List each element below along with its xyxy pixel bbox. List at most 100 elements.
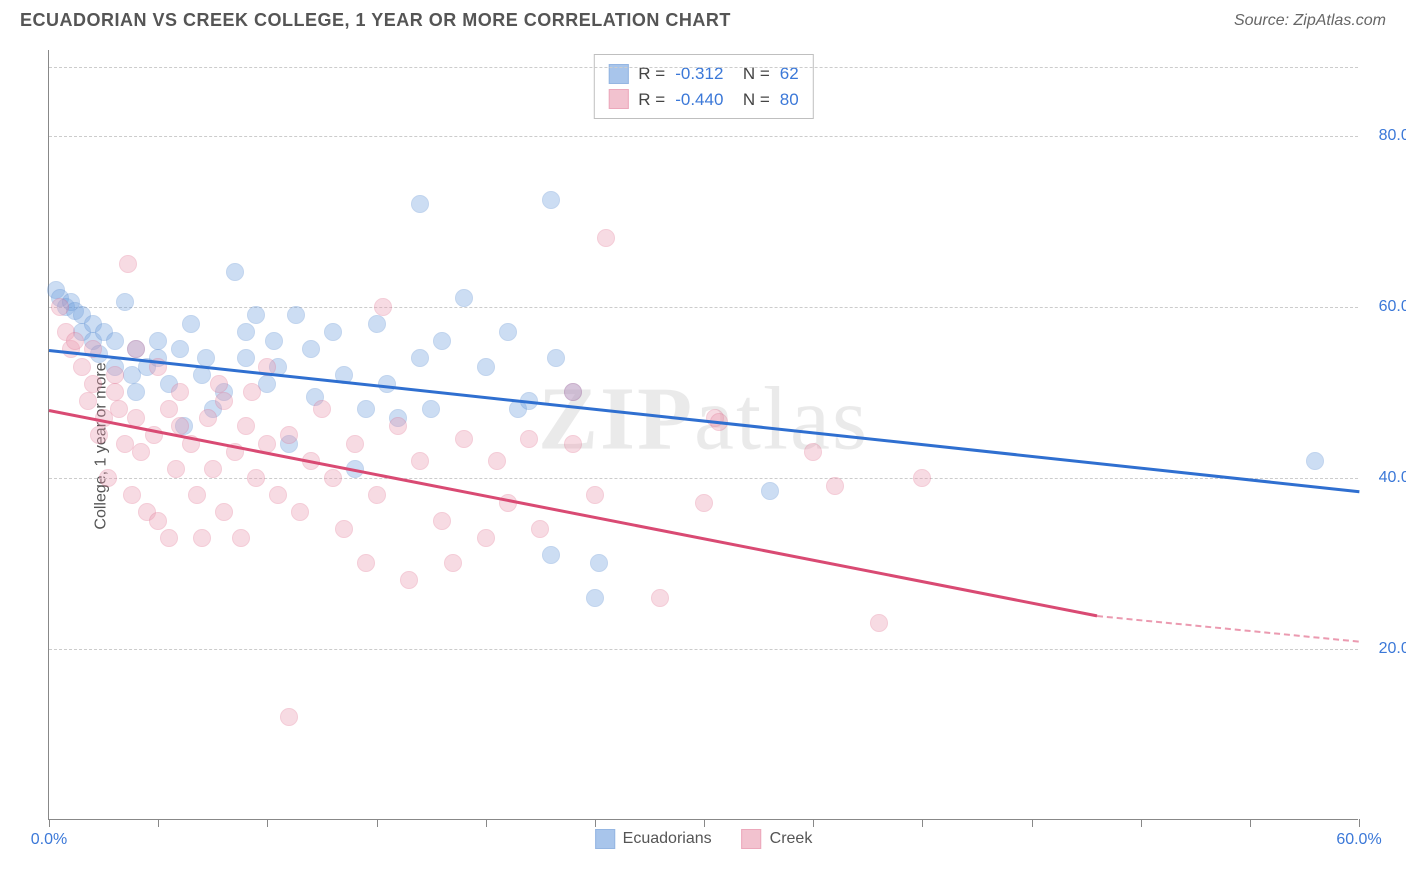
gridline xyxy=(49,649,1358,650)
scatter-point-creek xyxy=(280,426,298,444)
chart-plot-area: ZIPatlas R = -0.312 N = 62 R = -0.440 N … xyxy=(48,50,1358,820)
y-tick-label: 60.0% xyxy=(1379,298,1406,316)
scatter-point-creek xyxy=(127,340,145,358)
scatter-point-ecuadorians xyxy=(149,332,167,350)
scatter-point-ecuadorians xyxy=(411,349,429,367)
scatter-point-creek xyxy=(110,400,128,418)
scatter-point-creek xyxy=(324,469,342,487)
scatter-point-creek xyxy=(586,486,604,504)
scatter-point-creek xyxy=(520,430,538,448)
y-tick-label: 20.0% xyxy=(1379,640,1406,658)
scatter-point-ecuadorians xyxy=(237,349,255,367)
scatter-point-ecuadorians xyxy=(455,289,473,307)
scatter-point-creek xyxy=(477,529,495,547)
x-tick xyxy=(813,819,814,827)
scatter-point-creek xyxy=(564,435,582,453)
source-label: Source: ZipAtlas.com xyxy=(1234,12,1386,30)
scatter-point-ecuadorians xyxy=(106,332,124,350)
scatter-point-creek xyxy=(167,460,185,478)
scatter-point-creek xyxy=(237,417,255,435)
swatch-creek xyxy=(608,89,628,109)
scatter-point-creek xyxy=(106,383,124,401)
gridline xyxy=(49,478,1358,479)
scatter-point-creek xyxy=(651,589,669,607)
scatter-point-ecuadorians xyxy=(247,306,265,324)
scatter-point-ecuadorians xyxy=(287,306,305,324)
scatter-point-ecuadorians xyxy=(193,366,211,384)
x-tick xyxy=(1141,819,1142,827)
scatter-point-creek xyxy=(204,460,222,478)
scatter-point-ecuadorians xyxy=(237,323,255,341)
scatter-point-creek xyxy=(199,409,217,427)
y-tick-label: 40.0% xyxy=(1379,469,1406,487)
scatter-point-creek xyxy=(357,554,375,572)
scatter-point-creek xyxy=(51,298,69,316)
scatter-point-creek xyxy=(374,298,392,316)
scatter-point-ecuadorians xyxy=(542,546,560,564)
stats-row-creek: R = -0.440 N = 80 xyxy=(608,87,798,113)
scatter-point-ecuadorians xyxy=(590,554,608,572)
scatter-point-creek xyxy=(247,469,265,487)
legend-label: Ecuadorians xyxy=(623,830,712,848)
scatter-point-ecuadorians xyxy=(182,315,200,333)
scatter-point-creek xyxy=(123,486,141,504)
legend-swatch-ecuadorians xyxy=(595,829,615,849)
scatter-point-ecuadorians xyxy=(547,349,565,367)
scatter-point-creek xyxy=(119,255,137,273)
scatter-point-ecuadorians xyxy=(324,323,342,341)
scatter-point-creek xyxy=(66,332,84,350)
scatter-point-creek xyxy=(210,375,228,393)
x-tick xyxy=(49,819,50,827)
scatter-point-ecuadorians xyxy=(542,191,560,209)
scatter-point-creek xyxy=(106,366,124,384)
x-tick-label: 60.0% xyxy=(1336,831,1381,849)
x-tick xyxy=(267,819,268,827)
scatter-point-creek xyxy=(597,229,615,247)
correlation-stats-box: R = -0.312 N = 62 R = -0.440 N = 80 xyxy=(593,54,813,119)
scatter-point-ecuadorians xyxy=(116,293,134,311)
scatter-point-creek xyxy=(346,435,364,453)
scatter-point-ecuadorians xyxy=(761,482,779,500)
stats-r-label: R = xyxy=(638,61,665,87)
scatter-point-creek xyxy=(160,529,178,547)
scatter-point-ecuadorians xyxy=(302,340,320,358)
stats-n-label: N = xyxy=(733,61,769,87)
bottom-legend: Ecuadorians Creek xyxy=(595,829,813,849)
x-tick xyxy=(1032,819,1033,827)
gridline xyxy=(49,307,1358,308)
legend-item-creek: Creek xyxy=(742,829,813,849)
scatter-point-ecuadorians xyxy=(258,375,276,393)
stats-n-value: 62 xyxy=(780,61,799,87)
scatter-point-creek xyxy=(132,443,150,461)
x-tick xyxy=(922,819,923,827)
scatter-point-creek xyxy=(455,430,473,448)
y-tick-label: 80.0% xyxy=(1379,127,1406,145)
x-tick xyxy=(377,819,378,827)
scatter-point-creek xyxy=(826,477,844,495)
scatter-point-ecuadorians xyxy=(1306,452,1324,470)
scatter-point-creek xyxy=(400,571,418,589)
watermark-bold: ZIP xyxy=(538,370,694,469)
x-tick xyxy=(1359,819,1360,827)
legend-label: Creek xyxy=(770,830,813,848)
gridline xyxy=(49,67,1358,68)
scatter-point-creek xyxy=(99,469,117,487)
scatter-point-creek xyxy=(269,486,287,504)
scatter-point-ecuadorians xyxy=(586,589,604,607)
scatter-point-ecuadorians xyxy=(226,263,244,281)
scatter-point-creek xyxy=(149,512,167,530)
scatter-point-creek xyxy=(870,614,888,632)
scatter-point-creek xyxy=(171,383,189,401)
scatter-point-creek xyxy=(215,392,233,410)
x-tick xyxy=(158,819,159,827)
scatter-point-creek xyxy=(215,503,233,521)
stats-r-label: R = xyxy=(638,87,665,113)
scatter-point-creek xyxy=(84,375,102,393)
x-tick xyxy=(486,819,487,827)
scatter-point-creek xyxy=(411,452,429,470)
scatter-point-ecuadorians xyxy=(433,332,451,350)
scatter-point-creek xyxy=(160,400,178,418)
scatter-point-ecuadorians xyxy=(127,383,145,401)
scatter-point-creek xyxy=(368,486,386,504)
scatter-point-creek xyxy=(291,503,309,521)
